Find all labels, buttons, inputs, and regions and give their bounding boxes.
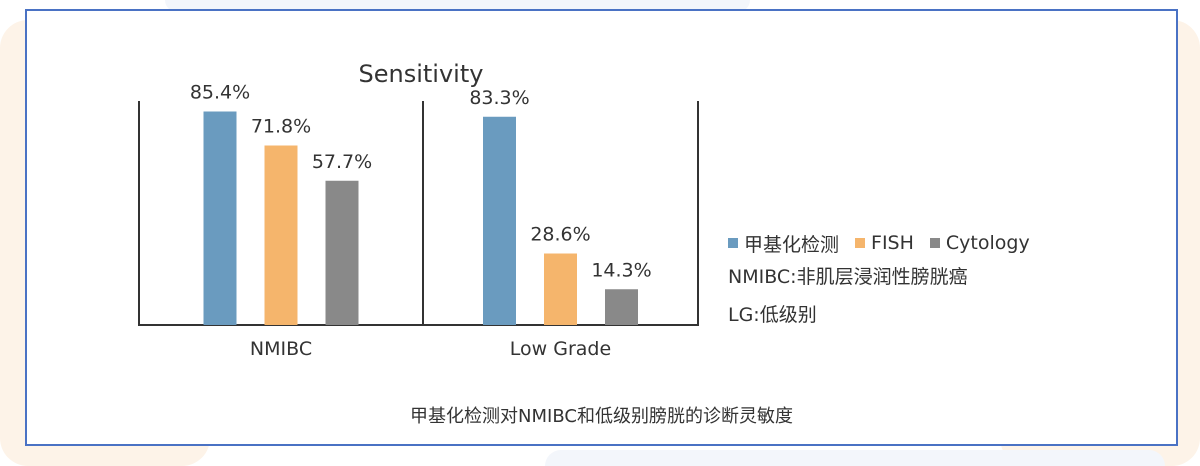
figure-caption: 甲基化检测对NMIBC和低级别膀胱的诊断灵敏度 <box>410 406 793 427</box>
data-label-0-2: 57.7% <box>312 151 372 173</box>
data-label-0-0: 85.4% <box>190 82 250 104</box>
legend-swatch-methylation <box>728 238 738 248</box>
bar-1-1 <box>544 253 577 325</box>
chart-bars <box>203 111 638 325</box>
note-nmibc: NMIBC:非肌层浸润性膀胱癌 <box>728 266 968 288</box>
legend: 甲基化检测 FISH Cytology NMIBC:非肌层浸润性膀胱癌 LG:低… <box>728 228 1088 334</box>
data-label-1-0: 83.3% <box>469 87 529 109</box>
bar-1-0 <box>483 116 516 325</box>
legend-series-row: 甲基化检测 FISH Cytology <box>728 228 1088 258</box>
legend-entry-methylation: 甲基化检测 <box>728 230 839 257</box>
bar-1-2 <box>605 289 638 325</box>
data-label-0-1: 71.8% <box>251 116 311 138</box>
chart-title: Sensitivity <box>359 60 484 88</box>
group-label-1: Low Grade <box>510 338 611 360</box>
bar-0-2 <box>325 180 359 325</box>
bar-0-0 <box>203 111 237 325</box>
data-label-1-2: 14.3% <box>591 259 651 281</box>
group-label-0: NMIBC <box>250 338 312 360</box>
legend-swatch-cytology <box>929 238 940 248</box>
note-lg: LG:低级别 <box>728 304 817 326</box>
legend-entry-cytology: Cytology <box>929 232 1030 254</box>
chart-data-labels: 85.4%71.8%57.7% 83.3% 28.6%14.3% <box>190 82 652 282</box>
background-shape-bottom <box>545 450 1165 466</box>
bar-0-1 <box>264 145 298 325</box>
legend-label-cytology: Cytology <box>945 232 1030 254</box>
legend-entry-fish: FISH <box>855 232 914 254</box>
data-label-1-1: 28.6% <box>530 224 590 246</box>
legend-swatch-fish <box>855 238 866 248</box>
legend-label-methylation: 甲基化检测 <box>744 233 840 256</box>
chart-group-labels: NMIBC Low Grade <box>250 338 611 360</box>
legend-label-fish: FISH <box>871 232 914 254</box>
